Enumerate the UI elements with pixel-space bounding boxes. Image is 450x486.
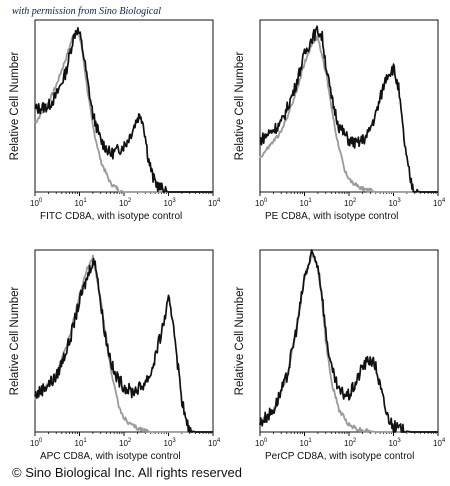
x-tick-label: 101: [75, 198, 88, 208]
series-isotype-line: [34, 28, 214, 193]
x-axis-label: APC CD8A, with isotype control: [40, 451, 181, 462]
series-isotype-line: [34, 254, 214, 433]
y-axis-label: Relative Cell Number: [234, 287, 246, 396]
watermark-text: with permission from Sino Biological: [12, 6, 162, 17]
series-isotype-line: [259, 35, 439, 193]
y-axis-label: Relative Cell Number: [9, 52, 21, 161]
plot-frame: [259, 249, 439, 433]
x-tick-label: 104: [208, 198, 221, 208]
histogram-panel-fitc: 100 101 102 103 104 FITC CD8A, with isotype c…: [9, 19, 221, 222]
x-tick-label: 102: [119, 438, 132, 448]
series-sample-line: [259, 249, 439, 433]
copyright-notice: © Sino Biological Inc. All rights reserv…: [12, 465, 242, 480]
x-tick-label: 100: [255, 438, 268, 448]
x-tick-label: 101: [300, 438, 313, 448]
x-tick-label: 104: [433, 198, 446, 208]
y-axis-label: Relative Cell Number: [9, 287, 21, 396]
x-tick-label: 103: [389, 198, 402, 208]
histogram-panel-percp: 100 101 102 103 104 PerCP CD8A, with isotype …: [234, 249, 446, 462]
x-tick-label: 103: [389, 438, 402, 448]
plot-frame: [34, 249, 214, 433]
series-sample-line: [34, 257, 214, 433]
x-tick-label: 104: [208, 438, 221, 448]
x-tick-label: 100: [30, 198, 43, 208]
y-axis-label: Relative Cell Number: [234, 52, 246, 161]
series-sample-line: [259, 25, 439, 193]
x-tick-label: 103: [164, 198, 177, 208]
x-tick-label: 101: [75, 438, 88, 448]
series-isotype-line: [259, 253, 439, 433]
x-tick-label: 103: [164, 438, 177, 448]
x-tick-label: 101: [300, 198, 313, 208]
x-tick-label: 102: [344, 198, 357, 208]
series-sample-line: [34, 27, 214, 193]
x-axis-label: PE CD8A, with isotype control: [265, 211, 398, 222]
x-axis-label: PerCP CD8A, with isotype control: [265, 451, 414, 462]
x-tick-label: 100: [30, 438, 43, 448]
histogram-panel-apc: 100 101 102 103 104 APC CD8A, with isotype co…: [9, 249, 221, 462]
histogram-panel-pe: 100 101 102 103 104 PE CD8A, with isotype con…: [234, 19, 446, 222]
x-tick-label: 104: [433, 438, 446, 448]
x-axis-label: FITC CD8A, with isotype control: [40, 211, 182, 222]
x-tick-label: 100: [255, 198, 268, 208]
x-tick-label: 102: [119, 198, 132, 208]
plot-frame: [34, 19, 214, 193]
x-tick-label: 102: [344, 438, 357, 448]
